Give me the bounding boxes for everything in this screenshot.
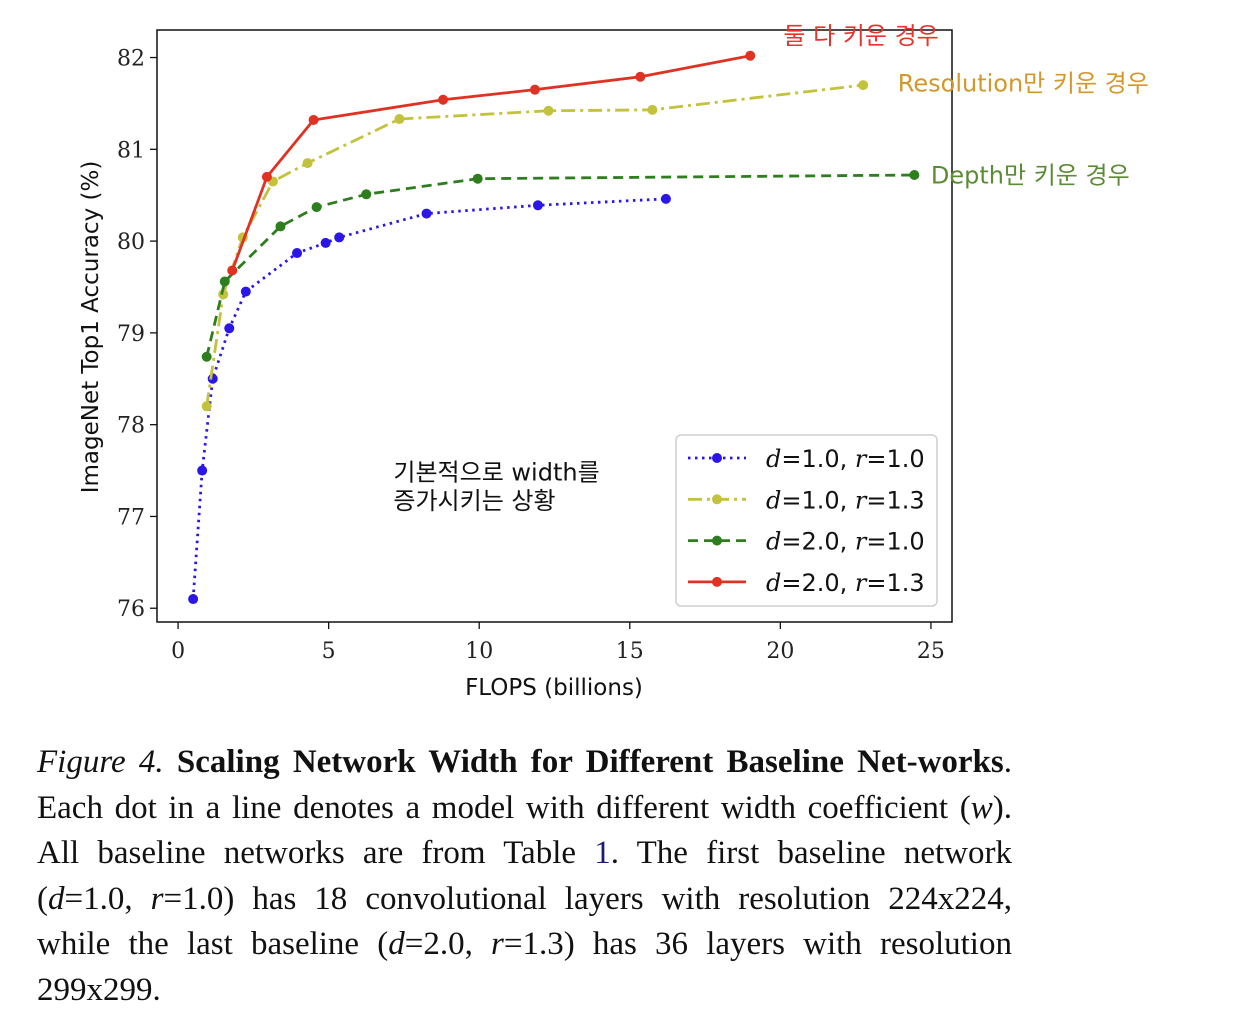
legend-label-1: d=1.0, r=1.0 (766, 445, 925, 473)
caption-var-d: d (48, 880, 65, 917)
data-point (218, 289, 229, 300)
caption-text: =1.0) has 18 convolutional layers with r… (37, 880, 1012, 963)
plot-frame (156, 29, 953, 623)
data-point (302, 158, 313, 169)
data-point (361, 189, 372, 200)
x-tick-label: 0 (171, 639, 185, 664)
caption-text: . The first baseline network ( (37, 835, 1013, 917)
data-point (219, 276, 230, 287)
y-tick-label: 80 (117, 230, 145, 255)
data-point (660, 193, 671, 204)
x-axis-label: FLOPS (billions) (465, 675, 643, 701)
data-point (197, 465, 208, 476)
legend-marker (712, 494, 722, 505)
data-point (543, 105, 554, 116)
scaling-width-chart: 0 5 10 15 20 25 76 77 78 79 80 81 82 FLOPS (billions… (78, 22, 1149, 701)
data-point (275, 221, 286, 232)
x-tick-label: 20 (766, 639, 794, 664)
y-tick-label: 78 (117, 414, 145, 439)
data-point (188, 594, 199, 605)
data-point (529, 84, 540, 95)
x-tick-label: 15 (616, 639, 644, 664)
data-point (224, 323, 235, 334)
data-point (532, 200, 543, 211)
caption-text: =1.3) has 36 layers with resolution 299x… (37, 926, 1012, 1008)
y-axis-label: ImageNet Top1 Accuracy (%) (78, 161, 104, 494)
figure-caption: Figure 4. Scaling Network Width for Diff… (37, 740, 1012, 1013)
caption-var-r: r (150, 880, 164, 917)
data-point (201, 351, 212, 362)
data-point (227, 265, 238, 276)
data-point (858, 80, 869, 91)
caption-figure-label: Figure 4. (37, 744, 164, 780)
series-line-1 (191, 197, 666, 600)
y-tick-label: 81 (117, 138, 145, 163)
legend-box (675, 434, 938, 607)
legend-marker (712, 453, 722, 463)
caption-var-w: w (970, 789, 993, 826)
annotation-3: Depth만 키운 경우 (931, 161, 1130, 189)
annotation-4: 기본적으로 width를 (393, 459, 599, 487)
annotation-1: 둘 다 키운 경우 (783, 22, 938, 50)
legend-marker (712, 576, 722, 587)
annotation-5: 증가시키는 상황 (393, 487, 555, 515)
y-tick-label: 79 (117, 322, 145, 347)
data-point (201, 401, 212, 412)
legend-marker (712, 535, 722, 546)
legend-label-4: d=2.0, r=1.3 (766, 569, 925, 597)
series-line-3 (205, 173, 915, 358)
caption-table-link[interactable]: 1 (594, 835, 611, 871)
legend-label-2: d=1.0, r=1.3 (766, 486, 925, 514)
data-point (261, 171, 272, 182)
caption-text: . Each dot in a line denotes a model wit… (37, 744, 1013, 826)
caption-var-d: d (388, 926, 405, 962)
data-point (394, 114, 405, 125)
caption-var-r: r (491, 926, 504, 962)
data-point (320, 237, 331, 248)
data-point (334, 232, 345, 243)
data-point (635, 71, 646, 82)
data-point (292, 248, 303, 259)
annotation-2: Resolution만 키운 경우 (898, 69, 1149, 97)
y-tick-label: 82 (117, 47, 145, 72)
y-tick-label: 77 (117, 505, 145, 530)
data-point (745, 50, 756, 61)
y-tick-label: 76 (117, 597, 145, 622)
caption-text: ). All baseline networks are from Table (37, 789, 1012, 872)
data-point (207, 373, 218, 384)
data-point (438, 94, 449, 105)
series-layer (188, 50, 920, 605)
data-point (308, 114, 319, 125)
data-point (472, 173, 483, 184)
legend-label-3: d=2.0, r=1.0 (766, 528, 925, 556)
annotations: 둘 다 키운 경우 Resolution만 키운 경우 Depth만 키운 경우기본… (393, 22, 1148, 515)
x-tick-label: 5 (322, 639, 336, 664)
data-point (647, 104, 658, 115)
x-tick-label: 25 (917, 639, 945, 664)
series-line-2 (205, 83, 864, 407)
caption-text: =1.0, (64, 880, 151, 917)
data-point (421, 208, 432, 219)
caption-title: Scaling Network Width for Different Base… (176, 744, 1004, 780)
caption-text: =2.0, (404, 926, 492, 962)
x-tick-label: 10 (465, 639, 493, 664)
data-point (311, 202, 322, 213)
legend: d=1.0, r=1.0 d=1.0, r=1.3 d=2.0, r=1.0 d=2.… (675, 434, 938, 607)
data-point (909, 170, 920, 181)
data-point (240, 286, 251, 297)
axis-ticks: 0 5 10 15 20 25 76 77 78 79 80 81 82 (117, 47, 945, 664)
